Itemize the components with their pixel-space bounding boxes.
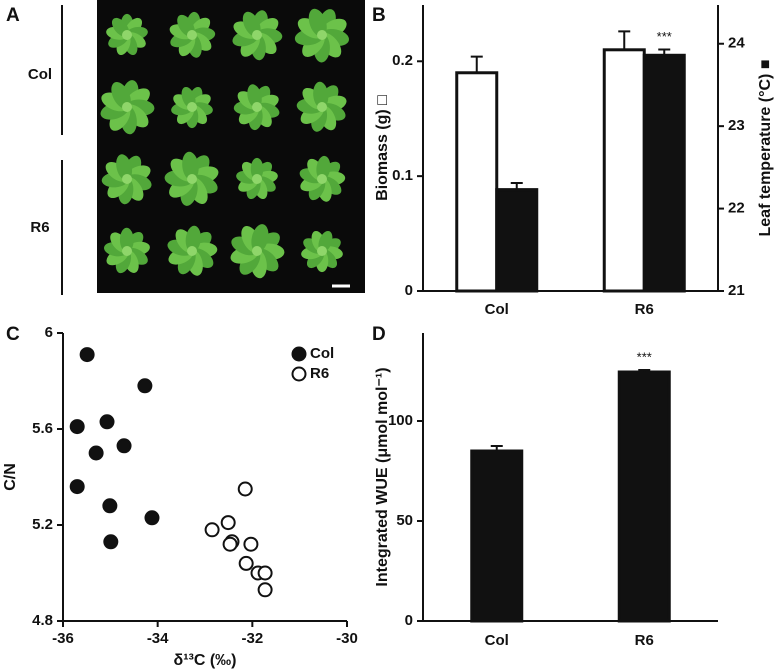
x-tick-label: -30 xyxy=(336,630,358,647)
x-tick-label: Col xyxy=(485,301,509,318)
y-axis-label: C/N xyxy=(2,463,19,491)
y2-axis-label: Leaf temperature (°C) ■ xyxy=(757,60,774,237)
y-tick-label: 4.8 xyxy=(32,612,53,629)
y-tick-label: 6 xyxy=(45,324,53,341)
legend-label: R6 xyxy=(310,365,329,382)
rosette-center xyxy=(122,246,132,256)
error-bar xyxy=(490,445,503,451)
x-axis-label: δ¹³C (‰) xyxy=(173,652,236,669)
point xyxy=(99,414,115,430)
point xyxy=(222,536,238,552)
plants xyxy=(100,8,350,279)
legend-label: Col xyxy=(310,345,334,362)
point xyxy=(204,522,220,538)
x-tick-label: Col xyxy=(485,632,509,649)
leaf xyxy=(250,157,264,181)
x-tick-label: -32 xyxy=(241,630,263,647)
error-bar xyxy=(510,182,523,190)
point xyxy=(238,555,254,571)
rosette-center xyxy=(317,174,327,184)
error-bar xyxy=(638,369,651,372)
point xyxy=(79,347,95,363)
panel-label: A xyxy=(6,5,20,26)
rosette-center xyxy=(252,174,262,184)
error-bar xyxy=(618,30,631,50)
annotation: *** xyxy=(657,29,672,44)
bar xyxy=(470,449,524,623)
bar xyxy=(495,188,539,293)
leaf xyxy=(251,224,269,253)
y-tick-label: 0.1 xyxy=(392,167,413,184)
rosette-center xyxy=(252,102,262,112)
panel-label: C xyxy=(6,324,20,345)
bar xyxy=(642,53,686,293)
leaf xyxy=(119,227,134,253)
rosette-center xyxy=(252,246,262,256)
point xyxy=(243,536,259,552)
error-bar xyxy=(470,55,483,73)
x-tick-label: -34 xyxy=(147,630,169,647)
y-tick-label: 22 xyxy=(728,200,745,217)
leaf xyxy=(313,81,329,109)
rosette-center xyxy=(252,30,262,40)
panel-label: B xyxy=(372,5,386,26)
leaf xyxy=(182,151,199,181)
point xyxy=(237,481,253,497)
rosette-center xyxy=(122,30,132,40)
x-tick-label: R6 xyxy=(635,301,654,318)
point xyxy=(88,445,104,461)
y-tick-label: 21 xyxy=(728,282,745,299)
y-tick-label: 24 xyxy=(728,35,745,52)
point xyxy=(137,378,153,394)
point xyxy=(102,498,118,514)
legend-marker xyxy=(291,366,307,382)
y-tick-label: 5.6 xyxy=(32,420,53,437)
rosette-center xyxy=(317,246,327,256)
y-tick-label: 50 xyxy=(396,512,413,529)
point xyxy=(116,438,132,454)
rosette-center xyxy=(187,30,197,40)
rosette-center xyxy=(187,102,197,112)
error-bar xyxy=(658,48,671,56)
point xyxy=(69,419,85,435)
x-tick-label: -36 xyxy=(52,630,74,647)
rosette-center xyxy=(317,30,327,40)
point xyxy=(220,515,236,531)
point xyxy=(257,582,273,598)
rosette-center xyxy=(317,102,327,112)
y-axis-label: Biomass (g) □ xyxy=(374,95,391,201)
point xyxy=(144,510,160,526)
bar xyxy=(602,48,646,293)
y-tick-label: 100 xyxy=(388,412,413,429)
leaf xyxy=(116,154,133,181)
leaf xyxy=(316,155,331,181)
bar xyxy=(455,71,499,293)
annotation: *** xyxy=(637,349,652,364)
y-tick-label: 0 xyxy=(405,282,413,299)
x-tick-label: R6 xyxy=(635,632,654,649)
panel-label: D xyxy=(372,324,386,345)
y-tick-label: 23 xyxy=(728,117,745,134)
point xyxy=(103,534,119,550)
y-axis-label: Integrated WUE (μmol mol⁻¹) xyxy=(374,367,391,586)
rosette-center xyxy=(187,246,197,256)
bar xyxy=(617,370,671,623)
rosette-center xyxy=(122,102,132,112)
leaf xyxy=(185,225,201,253)
legend-marker xyxy=(291,346,307,362)
y-tick-label: 5.2 xyxy=(32,516,53,533)
group-label: R6 xyxy=(30,219,49,236)
rosette-center xyxy=(187,174,197,184)
y-tick-label: 0 xyxy=(405,612,413,629)
point xyxy=(69,479,85,495)
y-tick-label: 0.2 xyxy=(392,52,413,69)
point xyxy=(257,565,273,581)
rosette-center xyxy=(122,174,132,184)
leaf xyxy=(308,8,327,37)
group-label: Col xyxy=(28,66,52,83)
